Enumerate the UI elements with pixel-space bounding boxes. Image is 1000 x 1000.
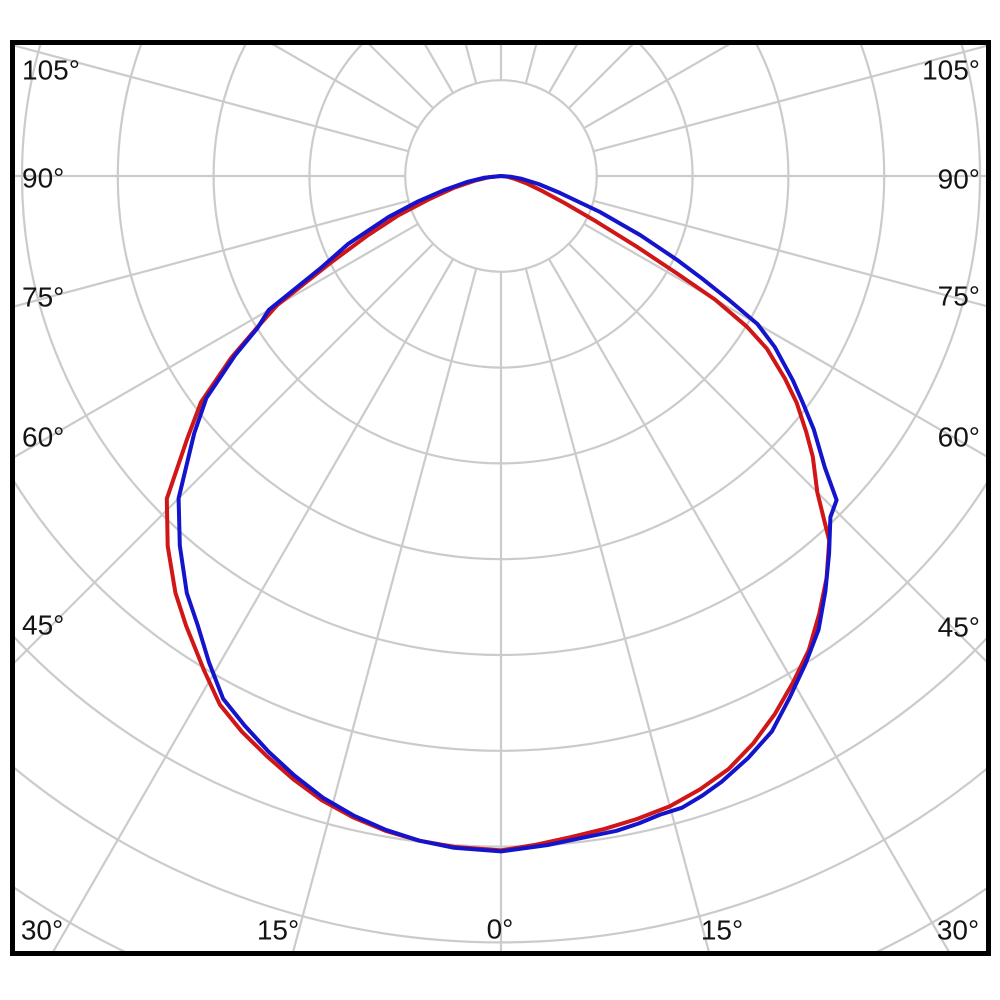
chart-frame [10, 40, 991, 956]
grid-spoke [14, 242, 435, 665]
angle-label: 60° [938, 422, 980, 453]
grid-spoke [524, 268, 711, 952]
angle-label: 15° [257, 915, 299, 946]
angle-label: 0° [487, 914, 514, 945]
blue-curve [176, 174, 839, 854]
grid-spoke [14, 222, 419, 459]
angle-label: 75° [22, 282, 64, 313]
grid-spoke [14, 199, 409, 308]
angle-label: 105° [922, 55, 980, 86]
grid-spoke [547, 258, 951, 952]
angle-label: 30° [937, 915, 979, 946]
grid-spoke [291, 268, 478, 952]
grid-spoke [593, 199, 987, 308]
angle-label: 90° [938, 164, 980, 195]
angle-label: 60° [22, 422, 64, 453]
angle-label: 75° [938, 281, 980, 312]
grid-spoke [567, 242, 987, 664]
angle-label: 105° [22, 55, 80, 86]
angle-label: 90° [22, 163, 64, 194]
grid-spoke [593, 44, 987, 153]
angle-label: 30° [21, 915, 63, 946]
angle-label: 45° [938, 612, 980, 643]
angle-label: 45° [22, 610, 64, 641]
grid-spoke [14, 44, 409, 153]
angle-label: 15° [701, 915, 743, 946]
grid-spoke [51, 258, 455, 952]
